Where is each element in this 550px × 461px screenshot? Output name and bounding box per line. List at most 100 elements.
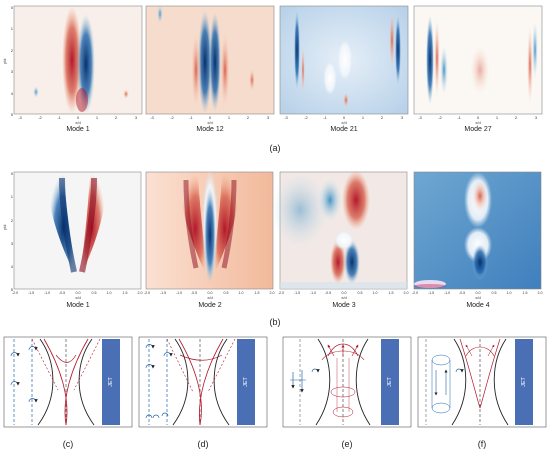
row-b-p3-xtick-1: -1.5 — [294, 291, 300, 295]
row-a-caption: (a) — [270, 143, 281, 153]
schematic-d-jet-label: JET — [243, 376, 249, 386]
row-b-ytick-5: 5 — [11, 287, 14, 292]
row-a-p2-xtick-5: 2 — [247, 115, 250, 120]
row-b-p4-xtick-0: -2.0 — [412, 291, 418, 295]
panel-b-mode-3 — [270, 170, 408, 290]
row-b-p3-xtick-7: 1.5 — [389, 291, 394, 295]
schematic-f-caption: (f) — [478, 439, 487, 449]
row-a-ytick-4: 4 — [11, 91, 14, 96]
row-a-p4-xtick-6: 3 — [535, 115, 538, 120]
row-a-p3-xtick-2: -1 — [323, 115, 327, 120]
row-b-p4-xtick-6: 1.0 — [507, 291, 512, 295]
row-b-mode-label-2: Mode 2 — [198, 302, 221, 309]
row-a-mode-label-1: Mode 1 — [66, 126, 89, 133]
row-a-p1-xtick-0: -3 — [18, 115, 22, 120]
row-b-p2-xtick-8: 2.0 — [270, 291, 275, 295]
row-b-p2-xtick-1: -1.5 — [160, 291, 166, 295]
row-a-p4-xtick-5: 2 — [515, 115, 518, 120]
row-b-p1-xlabel: x/d — [75, 295, 80, 300]
row-a-p4-xtick-1: -2 — [438, 115, 442, 120]
schematic-c-caption: (c) — [63, 439, 74, 449]
row-b-xticks-panel-2: -2.0 -1.5 -1.0 -0.5 0.0 0.5 1.0 1.5 2.0 — [144, 291, 275, 295]
row-a-p3-xtick-5: 2 — [381, 115, 384, 120]
row-b-p1-xtick-7: 1.5 — [123, 291, 128, 295]
row-a-p1-xtick-2: -1 — [57, 115, 61, 120]
row-a-p4-xtick-2: -1 — [457, 115, 461, 120]
row-b-p4-xlabel: x/d — [475, 295, 480, 300]
row-a-ytick-1: 1 — [11, 26, 14, 31]
row-b-p4-xtick-1: -1.5 — [428, 291, 434, 295]
row-a-p1-xtick-1: -2 — [38, 115, 42, 120]
row-a-p1-xlabel: x/d — [75, 120, 80, 125]
row-b-ytick-3: 3 — [11, 241, 14, 246]
row-a-p1-xtick-6: 3 — [135, 115, 138, 120]
panel-b-mode-2 — [145, 169, 274, 290]
row-a-p2-xtick-6: 3 — [267, 115, 270, 120]
row-b-p1-xtick-6: 1.0 — [107, 291, 112, 295]
schematic-e-caption: (e) — [342, 439, 353, 449]
row-a-ytick-3: 3 — [11, 69, 14, 74]
row-a-ytick-5: 5 — [11, 112, 14, 117]
row-b-p2-xtick-4: 0.0 — [208, 291, 213, 295]
row-b-p2-xlabel: x/d — [207, 295, 212, 300]
row-b-ytick-0: 0 — [11, 171, 14, 176]
row-b-xticks-panel-3: -2.0 -1.5 -1.0 -0.5 0.0 0.5 1.0 1.5 2.0 — [278, 291, 409, 295]
schematic-f: JET — [417, 336, 547, 428]
row-a-p3-xtick-3: 0 — [343, 115, 346, 120]
row-a-p3-xtick-1: -2 — [304, 115, 308, 120]
row-a-p1-xtick-3: 0 — [77, 115, 80, 120]
row-b-p2-xtick-0: -2.0 — [144, 291, 150, 295]
row-a-p2-xtick-3: 0 — [209, 115, 212, 120]
row-a-ytick-0: 0 — [11, 5, 14, 10]
row-b-p1-xtick-5: 0.5 — [92, 291, 97, 295]
panel-a-mode-21 — [279, 5, 409, 115]
schematic-c-jet-bar — [102, 339, 120, 425]
row-a-y-axis-label: y/d — [2, 59, 7, 64]
schematic-d-caption: (d) — [198, 439, 209, 449]
row-a-p4-xtick-3: 0 — [477, 115, 480, 120]
row-a-p4-xtick-0: -3 — [418, 115, 422, 120]
row-b-ytick-2: 2 — [11, 218, 14, 223]
row-b-p4-xtick-7: 1.5 — [523, 291, 528, 295]
panel-b-mode-4 — [413, 171, 542, 290]
row-a: y/d 0 1 2 3 4 5 -3 -2 -1 0 1 2 3 -3 -2 -… — [2, 4, 543, 153]
row-b-p3-xlabel: x/d — [341, 295, 346, 300]
panel-b-mode-1 — [13, 171, 142, 290]
row-b-p4-xtick-3: -0.5 — [459, 291, 465, 295]
row-b-p2-xtick-3: -0.5 — [191, 291, 197, 295]
schematic-f-jet-label: JET — [521, 376, 527, 386]
row-b-mode-label-4: Mode 4 — [466, 302, 489, 309]
schematic-d-jet-bar — [237, 339, 255, 425]
row-a-mode-label-4: Mode 27 — [464, 126, 491, 133]
row-a-p2-xtick-4: 1 — [228, 115, 231, 120]
row-a-p3-xtick-4: 1 — [362, 115, 365, 120]
row-b-p2-xtick-7: 1.5 — [255, 291, 260, 295]
panel-a-mode-27 — [413, 5, 543, 115]
row-b-p1-xtick-2: -1.0 — [44, 291, 50, 295]
row-b-p3-xtick-4: 0.0 — [342, 291, 347, 295]
row-b-mode-label-3: Mode 3 — [332, 302, 355, 309]
row-b-xticks-panel-1: -2.0 -1.5 -1.0 -0.5 0.0 0.5 1.0 1.5 2.0 — [12, 291, 143, 295]
row-b-p1-xtick-1: -1.5 — [28, 291, 34, 295]
row-b-p4-xtick-5: 0.5 — [492, 291, 497, 295]
row-b-p3-xtick-5: 0.5 — [358, 291, 363, 295]
row-a-xticks-panel-2: -3 -2 -1 0 1 2 3 — [150, 115, 270, 120]
row-a-p1-xtick-4: 1 — [96, 115, 99, 120]
row-b-ytick-1: 1 — [11, 194, 14, 199]
schematic-c: JET — [3, 336, 133, 428]
row-b-p1-xtick-3: -0.5 — [59, 291, 65, 295]
row-b-y-axis-label: y/d — [2, 225, 7, 230]
row-b-p3-xtick-8: 2.0 — [404, 291, 409, 295]
row-a-xticks-panel-3: -3 -2 -1 0 1 2 3 — [284, 115, 404, 120]
panel-a-mode-12 — [145, 4, 275, 115]
row-a-p3-xlabel: x/d — [341, 120, 346, 125]
schematic-e-jet-bar — [381, 339, 399, 425]
row-b-p2-xtick-2: -1.0 — [176, 291, 182, 295]
row-b-p4-xtick-8: 2.0 — [538, 291, 543, 295]
row-a-mode-label-3: Mode 21 — [330, 126, 357, 133]
row-a-p4-xtick-4: 1 — [496, 115, 499, 120]
row-b-p1-xtick-0: -2.0 — [12, 291, 18, 295]
row-a-p2-xlabel: x/d — [207, 120, 212, 125]
row-a-p1-xtick-5: 2 — [115, 115, 118, 120]
row-b-p3-xtick-2: -1.0 — [310, 291, 316, 295]
